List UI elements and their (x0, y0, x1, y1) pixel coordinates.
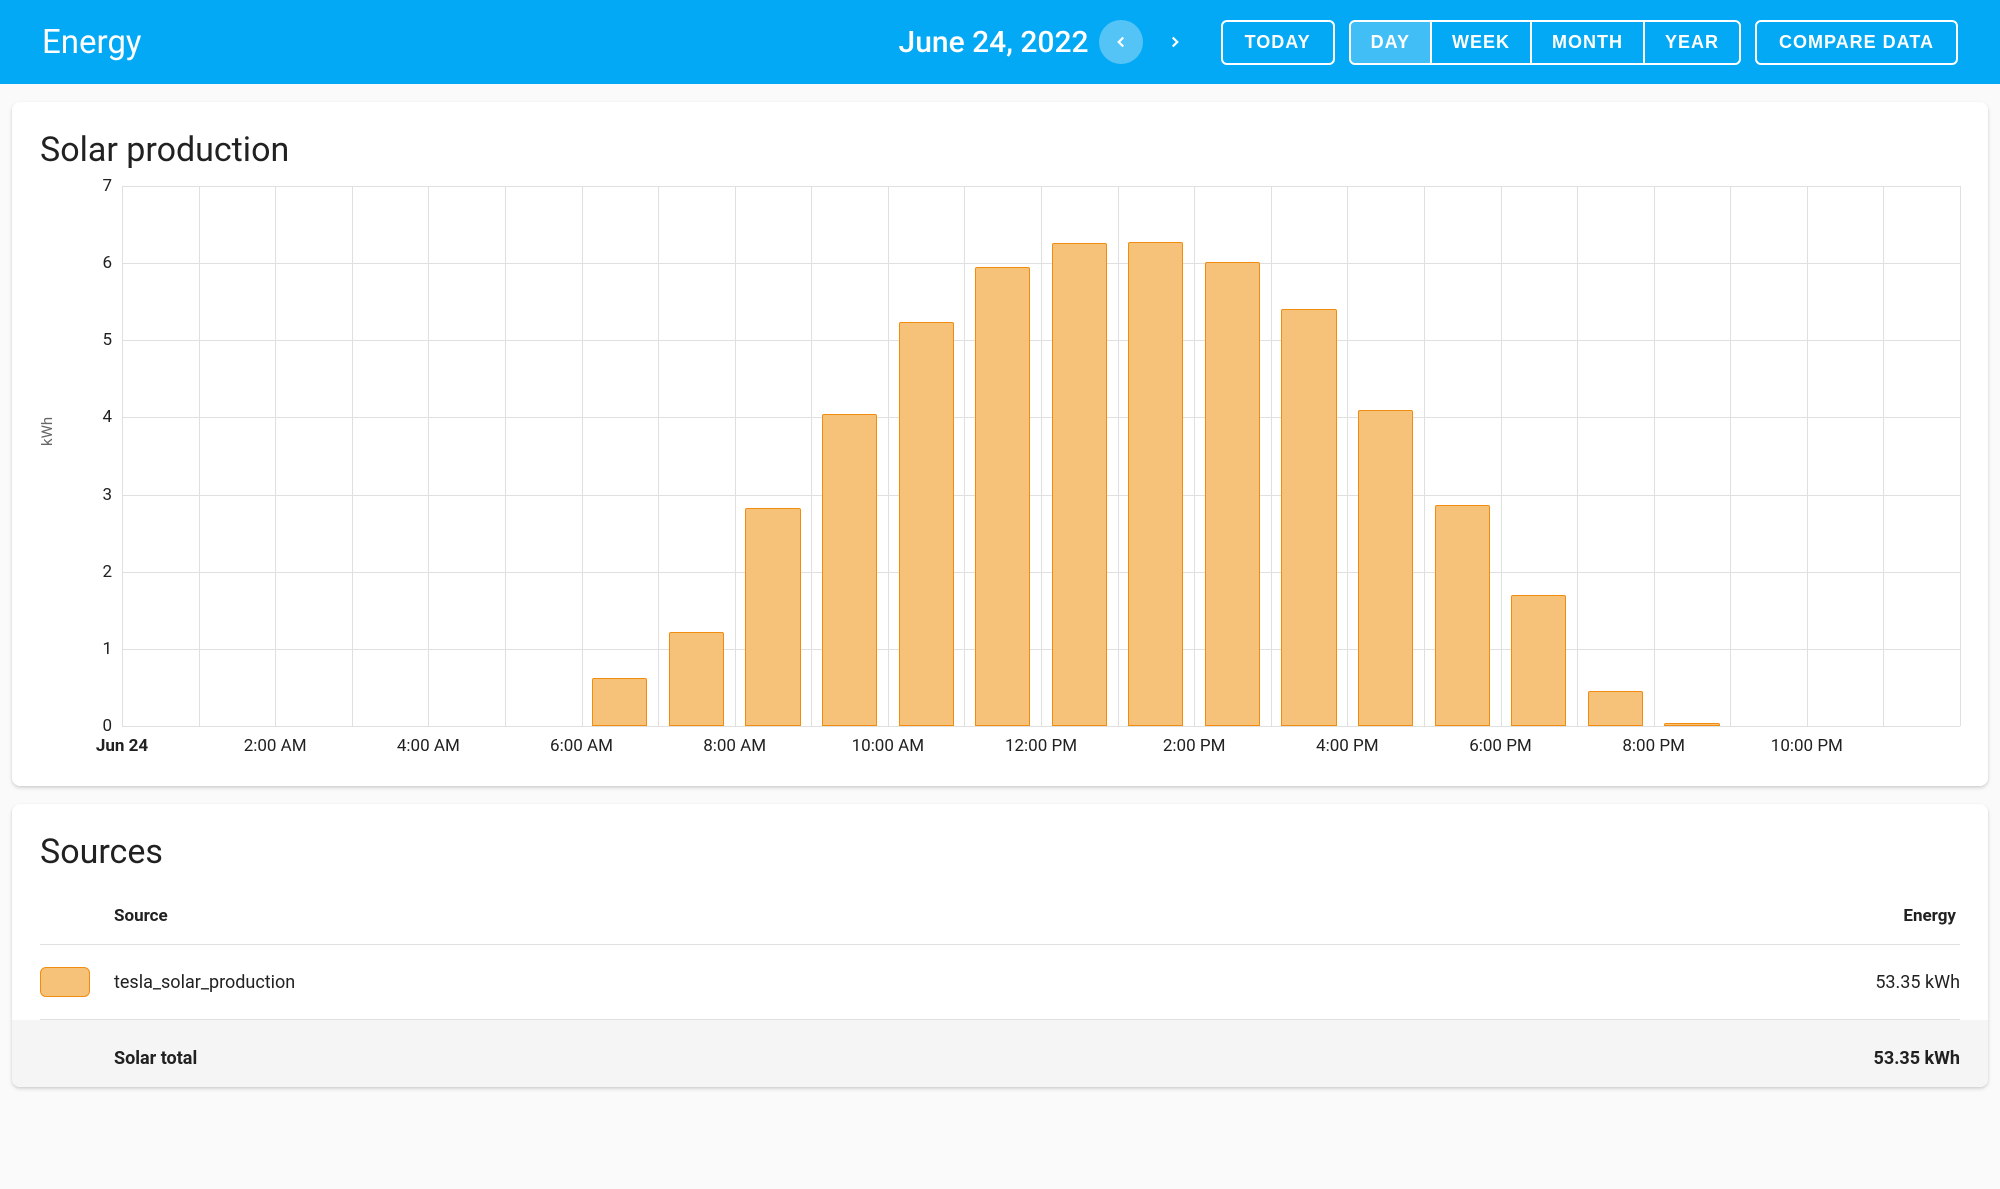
chart-bar[interactable] (1588, 691, 1643, 726)
gridline-v (1883, 186, 1884, 726)
gridline-v (1194, 186, 1195, 726)
solar-production-card: Solar production kWh 01234567Jun 242:00 … (12, 102, 1988, 786)
gridline-v (888, 186, 889, 726)
date-navigator: June 24, 2022 (899, 20, 1197, 64)
sources-total-row: Solar total 53.35 kWh (12, 1020, 1988, 1087)
gridline-v (1501, 186, 1502, 726)
chart-bar[interactable] (1435, 505, 1490, 726)
prev-day-button[interactable] (1099, 20, 1143, 64)
gridline-h (122, 726, 1960, 727)
source-energy: 53.35 kWh (1875, 972, 1960, 993)
gridline-v (428, 186, 429, 726)
sources-title: Sources (40, 832, 1960, 872)
y-tick-label: 2 (102, 562, 112, 582)
y-tick-label: 6 (102, 253, 112, 273)
total-label: Solar total (114, 1048, 1874, 1069)
y-tick-label: 3 (102, 485, 112, 505)
chart-bar[interactable] (899, 322, 954, 726)
x-tick-label: 2:00 PM (1163, 736, 1226, 756)
chart-bar[interactable] (1128, 242, 1183, 726)
sources-header-row: Source Energy (40, 888, 1960, 944)
gridline-v (1347, 186, 1348, 726)
x-tick-label: 12:00 PM (1005, 736, 1077, 756)
source-row[interactable]: tesla_solar_production53.35 kWh (40, 944, 1960, 1020)
range-year-button[interactable]: YEAR (1645, 22, 1739, 63)
chevron-left-icon (1112, 33, 1130, 51)
chart-bar[interactable] (1205, 262, 1260, 726)
compare-data-button[interactable]: COMPARE DATA (1755, 20, 1958, 65)
x-tick-label: 4:00 AM (397, 736, 460, 756)
topbar: Energy June 24, 2022 TODAY DAYWEEKMONTHY… (0, 0, 2000, 84)
chart-bar[interactable] (669, 632, 724, 726)
today-button[interactable]: TODAY (1221, 20, 1335, 65)
gridline-v (352, 186, 353, 726)
sources-card: Sources Source Energy tesla_solar_produc… (12, 804, 1988, 1087)
gridline-v (1960, 186, 1961, 726)
column-header-source: Source (114, 906, 1903, 926)
chart-bar[interactable] (1511, 595, 1566, 726)
gridline-v (1424, 186, 1425, 726)
chart-bar[interactable] (1052, 243, 1107, 726)
gridline-v (964, 186, 965, 726)
gridline-v (122, 186, 123, 726)
chart-wrap: kWh 01234567Jun 242:00 AM4:00 AM6:00 AM8… (40, 186, 1960, 766)
gridline-v (199, 186, 200, 726)
gridline-v (1041, 186, 1042, 726)
chevron-right-icon (1166, 33, 1184, 51)
gridline-v (505, 186, 506, 726)
gridline-v (658, 186, 659, 726)
chart-bar[interactable] (1664, 723, 1719, 726)
y-tick-label: 7 (102, 176, 112, 196)
chart-bar[interactable] (592, 678, 647, 726)
x-tick-label: 4:00 PM (1316, 736, 1379, 756)
range-week-button[interactable]: WEEK (1432, 22, 1532, 63)
x-tick-label: 6:00 PM (1469, 736, 1532, 756)
y-axis-label: kWh (38, 417, 56, 446)
gridline-v (582, 186, 583, 726)
range-day-button[interactable]: DAY (1351, 22, 1432, 63)
chart-title: Solar production (40, 130, 1960, 170)
y-tick-label: 5 (102, 330, 112, 350)
range-month-button[interactable]: MONTH (1532, 22, 1645, 63)
chart-bar[interactable] (1281, 309, 1336, 726)
gridline-v (275, 186, 276, 726)
y-tick-label: 1 (102, 639, 112, 659)
chart-bar[interactable] (745, 508, 800, 726)
gridline-v (1577, 186, 1578, 726)
x-tick-label: 10:00 PM (1771, 736, 1843, 756)
chart-bar[interactable] (1358, 410, 1413, 726)
total-value: 53.35 kWh (1874, 1048, 1960, 1069)
chart-bar[interactable] (822, 414, 877, 726)
x-tick-label: 6:00 AM (550, 736, 613, 756)
source-name: tesla_solar_production (114, 972, 1875, 993)
x-tick-label: 8:00 AM (703, 736, 766, 756)
x-tick-label: 2:00 AM (244, 736, 307, 756)
chart-plot: 01234567Jun 242:00 AM4:00 AM6:00 AM8:00 … (122, 186, 1960, 726)
gridline-v (1271, 186, 1272, 726)
next-day-button[interactable] (1153, 20, 1197, 64)
chart-bar[interactable] (975, 267, 1030, 726)
x-tick-label: Jun 24 (96, 736, 148, 756)
x-tick-label: 10:00 AM (852, 736, 924, 756)
source-swatch (40, 967, 90, 997)
range-group: DAYWEEKMONTHYEAR (1349, 20, 1741, 65)
gridline-v (735, 186, 736, 726)
page-title: Energy (42, 23, 142, 62)
y-tick-label: 4 (102, 407, 112, 427)
current-date-label: June 24, 2022 (899, 25, 1089, 60)
gridline-v (1807, 186, 1808, 726)
gridline-v (1118, 186, 1119, 726)
gridline-v (1730, 186, 1731, 726)
x-tick-label: 8:00 PM (1622, 736, 1685, 756)
column-header-energy: Energy (1903, 906, 1956, 926)
y-tick-label: 0 (102, 716, 112, 736)
gridline-v (1654, 186, 1655, 726)
gridline-v (811, 186, 812, 726)
